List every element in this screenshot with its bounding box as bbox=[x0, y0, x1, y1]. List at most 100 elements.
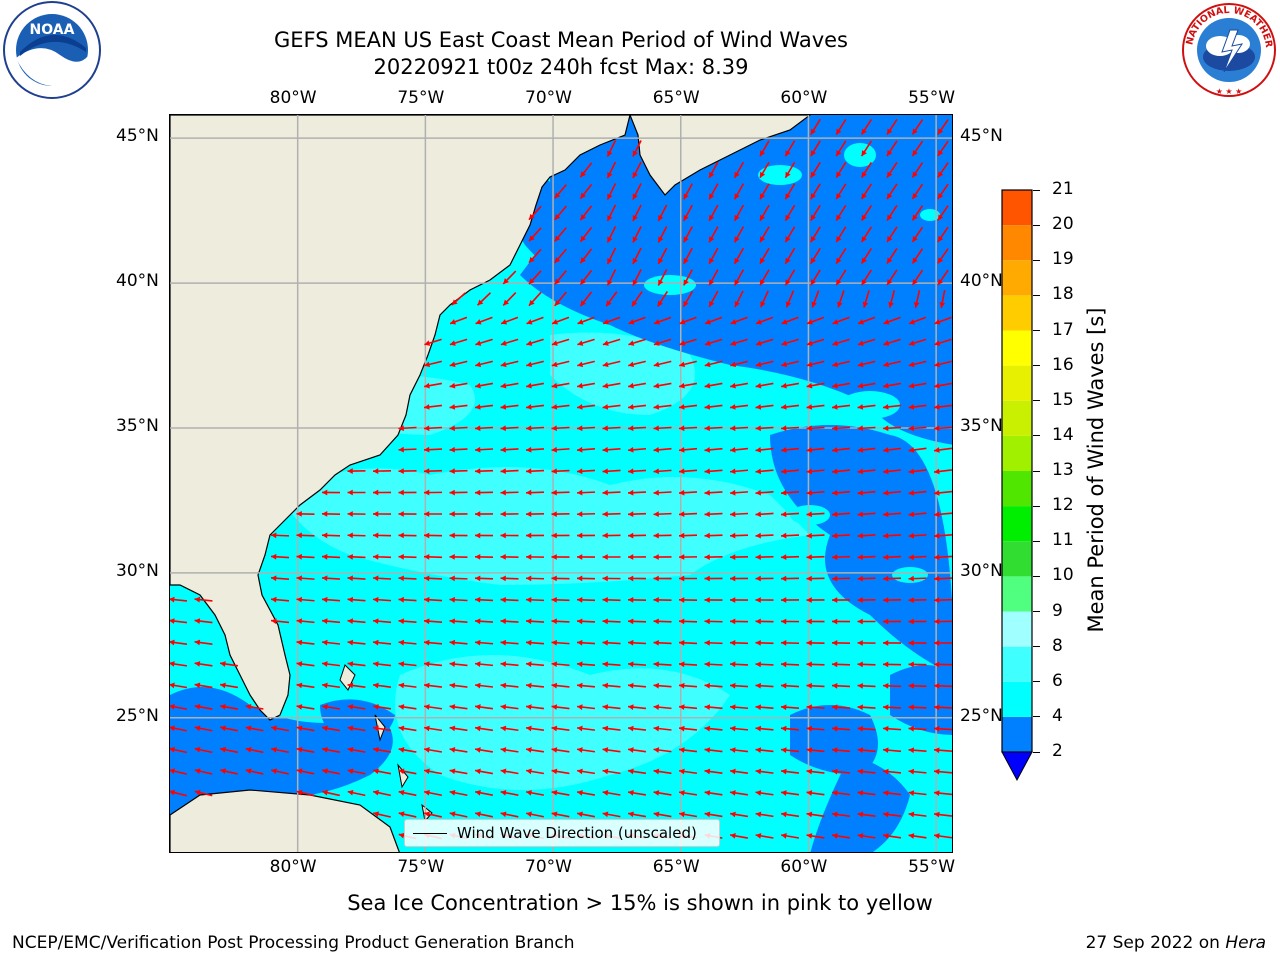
wind-wave-arrow bbox=[755, 382, 774, 389]
wind-wave-arrow bbox=[704, 532, 723, 539]
lat-label-left: 45°N bbox=[116, 126, 159, 147]
wind-wave-arrow bbox=[551, 747, 570, 753]
wind-wave-arrow bbox=[831, 511, 851, 518]
wind-wave-arrow bbox=[296, 618, 315, 624]
wind-wave-arrow bbox=[704, 682, 723, 689]
wind-wave-arrow bbox=[606, 226, 617, 243]
wind-wave-arrow bbox=[933, 661, 952, 668]
wind-wave-arrow bbox=[245, 746, 264, 754]
wind-wave-arrow bbox=[683, 226, 693, 243]
wind-wave-arrow bbox=[831, 704, 851, 711]
colorbar-swatch bbox=[1002, 716, 1032, 752]
wind-wave-arrow bbox=[347, 596, 366, 603]
wind-wave-arrow bbox=[860, 183, 873, 200]
wind-wave-arrow bbox=[908, 316, 927, 325]
wind-wave-arrow bbox=[806, 404, 825, 410]
wind-wave-arrow bbox=[755, 468, 774, 475]
wind-wave-arrow bbox=[194, 725, 213, 732]
wind-wave-arrow bbox=[424, 360, 442, 368]
wind-wave-arrow bbox=[857, 554, 876, 561]
period-4-6-field bbox=[280, 332, 810, 790]
wind-wave-arrow bbox=[602, 316, 621, 325]
wind-wave-arrow bbox=[528, 205, 542, 221]
wind-wave-arrow bbox=[528, 291, 542, 307]
wind-wave-arrow bbox=[347, 489, 366, 496]
wind-wave-arrow bbox=[704, 446, 723, 453]
wind-wave-arrow bbox=[882, 425, 902, 432]
wind-wave-arrow bbox=[449, 747, 468, 753]
wind-wave-arrow bbox=[606, 204, 617, 222]
wind-wave-arrow bbox=[933, 382, 952, 389]
wind-wave-arrow bbox=[704, 639, 723, 646]
colorbar-tick-mark bbox=[1033, 716, 1040, 718]
wind-wave-arrow bbox=[683, 183, 693, 200]
wind-wave-arrow bbox=[882, 725, 902, 732]
wind-wave-arrow bbox=[832, 360, 850, 368]
wind-wave-arrow bbox=[653, 511, 672, 518]
wind-wave-arrow bbox=[602, 768, 621, 775]
wind-wave-arrow bbox=[908, 704, 927, 711]
wind-wave-arrow bbox=[806, 316, 825, 325]
wind-wave-arrow bbox=[653, 639, 672, 646]
wind-wave-arrow bbox=[908, 468, 927, 475]
wind-wave-arrow bbox=[704, 747, 723, 753]
wind-wave-arrow bbox=[296, 661, 315, 667]
wind-wave-arrow bbox=[551, 532, 570, 539]
wind-wave-arrow bbox=[755, 833, 774, 839]
wind-wave-arrow bbox=[576, 618, 596, 625]
wind-wave-arrow bbox=[857, 489, 876, 496]
wind-wave-arrow bbox=[653, 338, 672, 346]
wind-wave-arrow bbox=[857, 790, 876, 796]
wind-wave-arrow bbox=[780, 597, 800, 603]
wind-wave-arrow bbox=[679, 338, 697, 346]
wind-wave-arrow bbox=[835, 140, 847, 157]
wind-wave-arrow bbox=[653, 597, 672, 603]
wind-wave-arrow bbox=[704, 618, 723, 625]
wind-wave-arrow bbox=[627, 639, 647, 646]
wind-wave-arrow bbox=[322, 746, 340, 753]
wind-wave-arrow bbox=[423, 725, 443, 732]
wind-wave-arrow bbox=[682, 290, 694, 308]
wind-wave-arrow bbox=[908, 338, 927, 346]
wind-wave-arrow bbox=[321, 553, 341, 560]
wind-wave-arrow bbox=[398, 553, 417, 560]
colorbar-swatch bbox=[1002, 576, 1032, 612]
wind-wave-arrow bbox=[729, 597, 749, 603]
wind-wave-arrow bbox=[908, 725, 927, 732]
wind-wave-arrow bbox=[627, 768, 647, 775]
wind-wave-arrow bbox=[882, 768, 902, 775]
wind-wave-arrow bbox=[933, 811, 952, 818]
wind-wave-arrow bbox=[576, 596, 596, 603]
wind-wave-arrow bbox=[755, 554, 774, 560]
wind-wave-arrow bbox=[653, 747, 672, 753]
wind-wave-arrow bbox=[911, 183, 924, 200]
wind-wave-arrow bbox=[551, 446, 570, 453]
wind-wave-arrow bbox=[170, 703, 187, 710]
wind-wave-arrow bbox=[806, 725, 825, 732]
wind-wave-arrow bbox=[755, 575, 774, 582]
wind-wave-arrow bbox=[632, 183, 642, 200]
wind-wave-arrow bbox=[708, 290, 719, 308]
wind-wave-arrow bbox=[449, 446, 468, 453]
wind-wave-arrow bbox=[424, 338, 442, 346]
wind-wave-arrow bbox=[347, 746, 366, 753]
wind-wave-arrow bbox=[806, 682, 825, 689]
legend-label: Wind Wave Direction (unscaled) bbox=[457, 824, 697, 842]
wind-wave-arrow bbox=[398, 747, 417, 753]
colorbar-swatch bbox=[1002, 506, 1032, 542]
wind-wave-arrow bbox=[653, 554, 672, 560]
wind-wave-arrow bbox=[755, 682, 774, 689]
colorbar-label: Mean Period of Wind Waves [s] bbox=[1084, 307, 1108, 633]
wind-wave-arrow bbox=[886, 248, 898, 264]
wind-wave-arrow bbox=[577, 360, 595, 368]
wind-wave-arrow bbox=[806, 554, 825, 561]
wind-wave-arrow bbox=[780, 790, 800, 796]
wind-wave-arrow bbox=[678, 468, 698, 475]
wind-wave-arrow bbox=[806, 640, 825, 646]
wind-wave-arrow bbox=[525, 425, 545, 432]
wind-wave-arrow bbox=[882, 468, 902, 475]
wind-wave-arrow bbox=[933, 683, 952, 689]
wind-wave-arrow bbox=[729, 425, 749, 432]
wind-wave-arrow bbox=[678, 511, 698, 518]
wind-wave-arrow bbox=[857, 768, 876, 775]
